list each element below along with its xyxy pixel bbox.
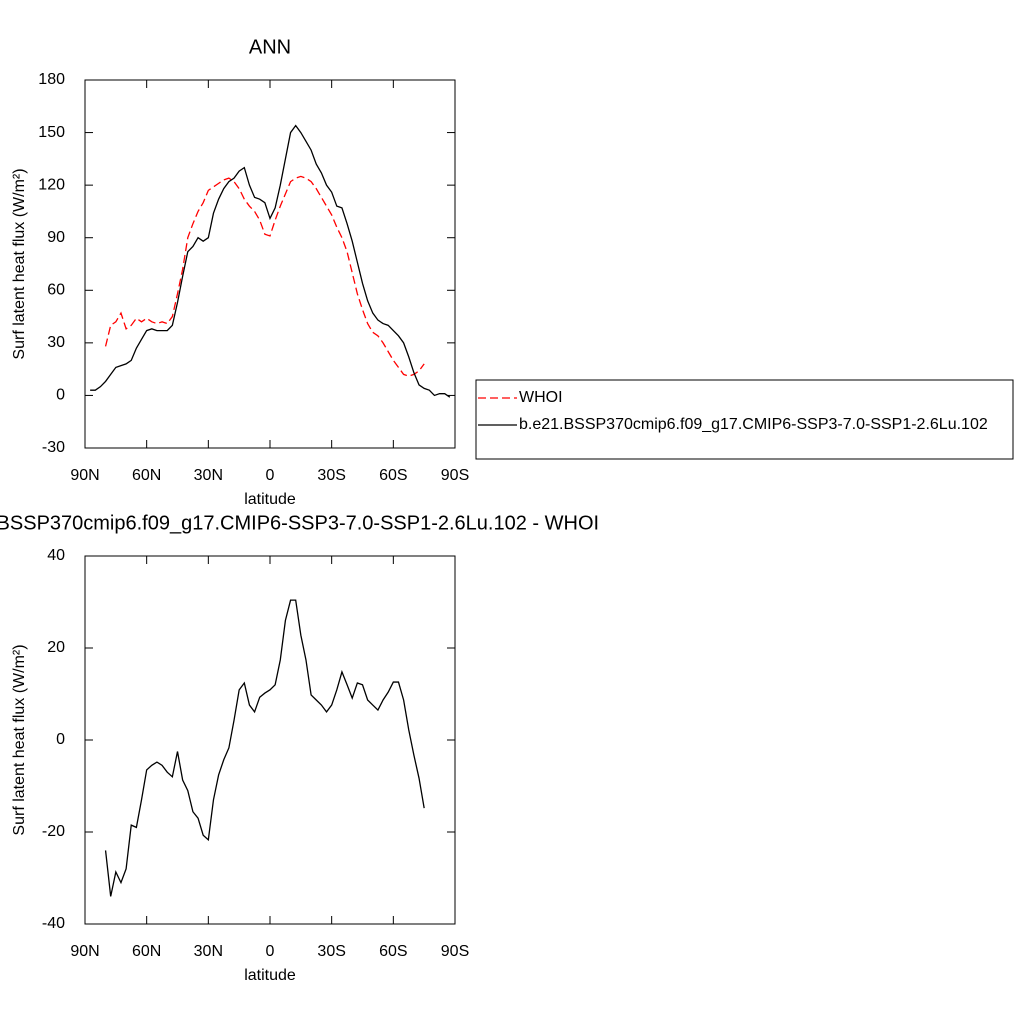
y-tick-label: 40 <box>47 547 65 564</box>
plot-frame <box>84 555 456 925</box>
x-tick-label: 60S <box>379 467 407 484</box>
y-tick-label: 60 <box>47 282 65 299</box>
plot-frame <box>84 79 456 449</box>
y-tick-label: 150 <box>38 124 65 141</box>
x-tick-label: 30N <box>194 467 223 484</box>
y-tick-label: -40 <box>42 915 65 932</box>
x-tick-label: 0 <box>266 943 275 960</box>
y-tick-label: 120 <box>38 176 65 193</box>
legend-label: WHOI <box>519 389 563 406</box>
x-axis-label: latitude <box>244 967 296 984</box>
y-axis-label: Surf latent heat flux (W/m²) <box>11 168 28 359</box>
x-tick-label: 30S <box>317 943 345 960</box>
x-tick-label: 60N <box>132 467 161 484</box>
x-tick-label: 60S <box>379 943 407 960</box>
chart-title: ANN <box>249 36 291 58</box>
x-tick-label: 90S <box>441 467 469 484</box>
y-tick-label: 180 <box>38 71 65 88</box>
x-tick-label: 60N <box>132 943 161 960</box>
x-tick-label: 30N <box>194 943 223 960</box>
y-tick-label: 0 <box>56 387 65 404</box>
x-tick-label: 90N <box>70 467 99 484</box>
x-tick-label: 90S <box>441 943 469 960</box>
x-tick-label: 0 <box>266 467 275 484</box>
y-tick-label: 0 <box>56 731 65 748</box>
y-axis-label: Surf latent heat flux (W/m²) <box>11 644 28 835</box>
data-line <box>104 175 425 377</box>
x-axis-label: latitude <box>244 491 296 508</box>
y-tick-label: -30 <box>42 439 65 456</box>
x-tick-label: 90N <box>70 943 99 960</box>
legend-box <box>475 379 1014 460</box>
y-tick-label: 20 <box>47 639 65 656</box>
legend-label: b.e21.BSSP370cmip6.f09_g17.CMIP6-SSP3-7.… <box>519 416 988 433</box>
y-tick-label: -20 <box>42 823 65 840</box>
data-line <box>90 124 451 398</box>
x-tick-label: 30S <box>317 467 345 484</box>
y-tick-label: 90 <box>47 229 65 246</box>
y-tick-label: 30 <box>47 334 65 351</box>
chart-title: b.e21.BSSP370cmip6.f09_g17.CMIP6-SSP3-7.… <box>0 512 599 534</box>
data-line <box>104 599 425 897</box>
